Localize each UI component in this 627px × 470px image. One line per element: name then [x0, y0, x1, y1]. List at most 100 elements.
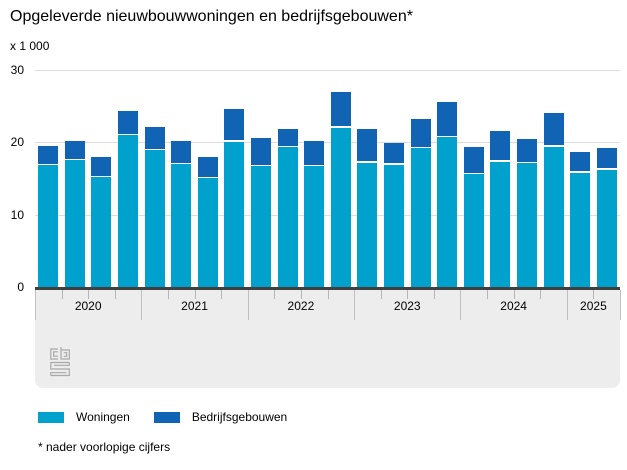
segment-separator: [91, 175, 112, 178]
bar-2024-Q4[interactable]: [543, 113, 564, 287]
bar-2021-Q3[interactable]: [197, 156, 218, 287]
bar-2023-Q4[interactable]: [437, 101, 458, 287]
bar-segment-bedrijfsgebouwen: [490, 130, 511, 161]
bar-2022-Q3[interactable]: [304, 140, 325, 287]
segment-separator: [277, 145, 298, 148]
gridline-10: [35, 214, 620, 216]
bar-2020-Q1[interactable]: [38, 145, 59, 287]
x-axis-panel: 2020 2021 2022 2023 2024 2025: [35, 290, 621, 388]
bar-segment-bedrijfsgebouwen: [516, 139, 537, 162]
bar-segment-woningen: [516, 163, 537, 287]
bar-segment-woningen: [490, 161, 511, 287]
legend-label-woningen: Woningen: [76, 410, 130, 424]
year-separator-tick: [566, 290, 568, 320]
bar-segment-woningen: [197, 178, 218, 287]
year-separator-tick: [354, 290, 356, 320]
bar-2022-Q1[interactable]: [251, 137, 272, 287]
quarter-tick: [407, 290, 409, 299]
bar-segment-woningen: [118, 135, 139, 287]
segment-separator: [357, 161, 378, 163]
bar-2025-Q2[interactable]: [596, 148, 617, 287]
x-axis-year-label-2020: 2020: [74, 299, 102, 313]
bar-segment-bedrijfsgebouwen: [410, 119, 431, 147]
chart-title: Opgeleverde nieuwbouwwoningen en bedrijf…: [10, 8, 413, 25]
bar-segment-woningen: [64, 160, 85, 287]
segment-separator: [516, 161, 537, 164]
bar-segment-woningen: [38, 165, 59, 287]
gridline-30: [35, 70, 620, 71]
bar-2020-Q2[interactable]: [64, 140, 85, 287]
bar-segment-bedrijfsgebouwen: [251, 137, 272, 165]
bar-segment-woningen: [463, 174, 484, 287]
bar-segment-bedrijfsgebouwen: [463, 147, 484, 173]
bar-segment-bedrijfsgebouwen: [224, 109, 245, 141]
quarter-tick: [167, 290, 169, 299]
cbs-logo-c: [50, 348, 58, 360]
legend-swatch-woningen: [38, 411, 64, 423]
y-axis-unit-label: x 1 000: [10, 39, 50, 53]
bar-2021-Q2[interactable]: [171, 140, 192, 287]
bar-segment-bedrijfsgebouwen: [330, 92, 351, 127]
bar-segment-bedrijfsgebouwen: [197, 156, 218, 177]
segment-separator: [224, 140, 245, 142]
year-separator-tick: [620, 290, 621, 320]
bar-segment-bedrijfsgebouwen: [304, 140, 325, 165]
year-separator-tick: [247, 290, 249, 320]
y-axis-tick-label-0: 0: [17, 280, 24, 294]
bar-2020-Q4[interactable]: [118, 110, 139, 287]
quarter-tick: [61, 290, 63, 299]
x-axis-year-label-2024: 2024: [500, 299, 527, 313]
legend-item-woningen[interactable]: Woningen: [38, 410, 130, 424]
bar-segment-woningen: [330, 127, 351, 287]
bar-2023-Q2[interactable]: [383, 143, 404, 287]
year-separator-tick: [35, 290, 36, 320]
segment-separator: [118, 133, 139, 136]
bar-2023-Q3[interactable]: [410, 119, 431, 287]
quarter-tick: [540, 290, 542, 299]
bar-2022-Q4[interactable]: [330, 92, 351, 287]
bar-2024-Q1[interactable]: [463, 147, 484, 287]
segment-separator: [596, 168, 617, 170]
bar-2021-Q1[interactable]: [144, 127, 165, 287]
bar-segment-woningen: [251, 166, 272, 287]
bar-2023-Q1[interactable]: [357, 128, 378, 287]
segment-separator: [490, 160, 511, 162]
gridline-20: [35, 142, 620, 144]
bar-segment-bedrijfsgebouwen: [437, 101, 458, 136]
bar-segment-bedrijfsgebouwen: [383, 143, 404, 164]
bar-2024-Q2[interactable]: [490, 130, 511, 287]
quarter-tick: [433, 290, 435, 299]
segment-separator: [251, 164, 272, 167]
segment-separator: [38, 163, 59, 166]
y-axis-tick-label-20: 20: [10, 135, 24, 150]
bar-2024-Q3[interactable]: [516, 139, 537, 287]
bar-2022-Q2[interactable]: [277, 128, 298, 287]
cbs-logo-b: [60, 347, 70, 360]
segment-separator: [197, 176, 218, 179]
footnote: * nader voorlopige cijfers: [38, 440, 171, 454]
year-separator-tick: [141, 290, 143, 320]
y-axis-tick-label-10: 10: [10, 207, 24, 222]
legend-item-bedrijfsgebouwen[interactable]: Bedrijfsgebouwen: [153, 410, 287, 424]
segment-separator: [463, 172, 484, 175]
segment-separator: [144, 148, 165, 151]
bar-segment-woningen: [144, 150, 165, 287]
legend-swatch-bedrijfsgebouwen: [153, 411, 180, 423]
bar-2025-Q1[interactable]: [570, 151, 591, 287]
x-axis-year-label-2021: 2021: [181, 299, 208, 313]
bar-segment-woningen: [91, 177, 112, 287]
segment-separator: [330, 126, 351, 128]
x-axis-year-label-2025: 2025: [580, 299, 607, 313]
cbs-logo-icon: [50, 347, 70, 377]
quarter-tick: [380, 290, 382, 299]
x-axis-year-label-2022: 2022: [287, 299, 315, 313]
quarter-tick: [327, 290, 329, 299]
bar-segment-bedrijfsgebouwen: [543, 113, 564, 146]
segment-separator: [570, 171, 591, 173]
bar-segment-woningen: [596, 169, 617, 287]
bar-2020-Q3[interactable]: [91, 156, 112, 287]
bar-segment-woningen: [171, 164, 192, 287]
bar-2021-Q4[interactable]: [224, 109, 245, 287]
quarter-tick: [487, 290, 489, 299]
